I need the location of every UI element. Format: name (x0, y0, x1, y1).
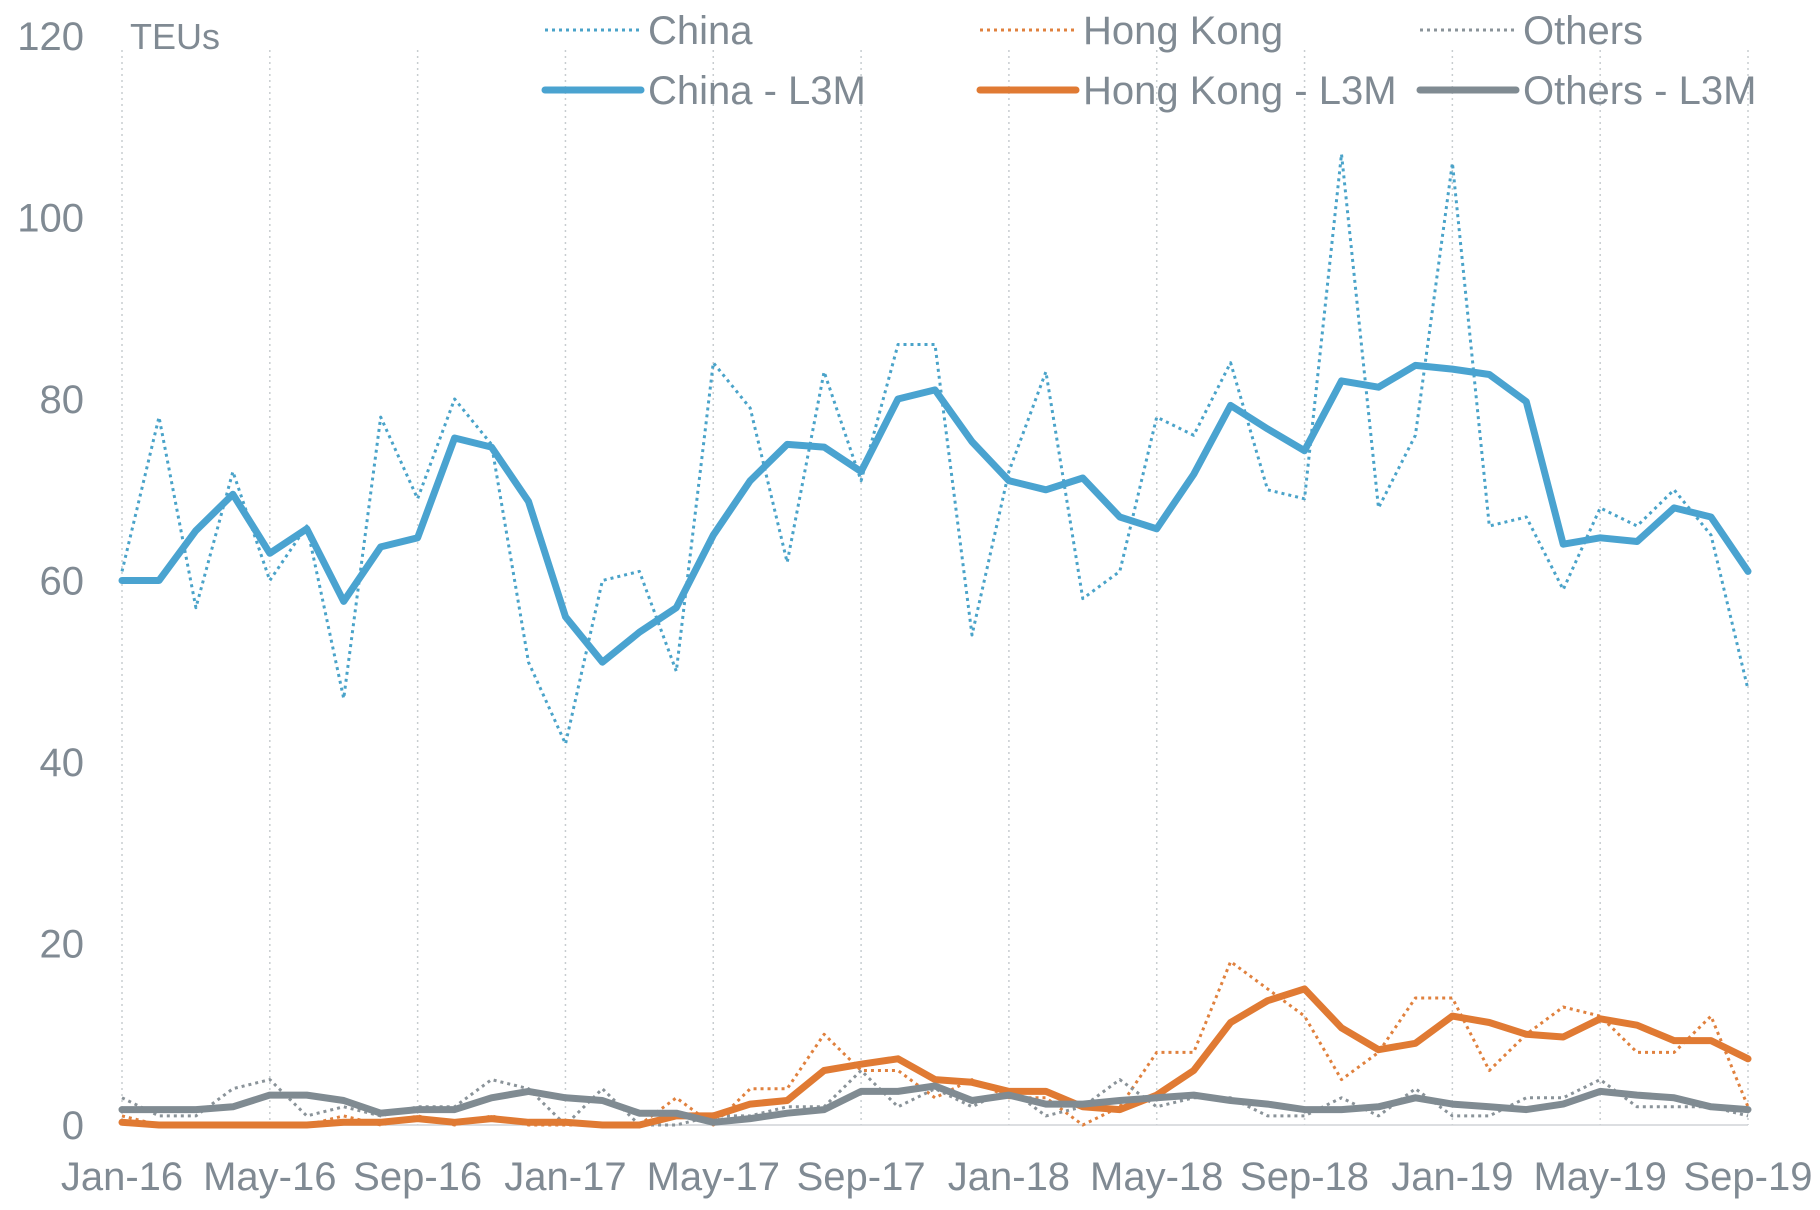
legend-item-others-l3m: Others - L3M (1416, 69, 1756, 113)
vertical-gridlines (121, 50, 1749, 1125)
x-tick-label-jan-18: Jan-18 (948, 1155, 1070, 1199)
y-tick-label-0: 0 (62, 1104, 84, 1148)
legend-label-china: China (648, 9, 753, 53)
x-tick-label-sep-16: Sep-16 (353, 1155, 482, 1199)
series-line-china-l3m (118, 361, 1752, 666)
series-line-others-l3m (118, 1082, 1752, 1126)
x-tick-label-jan-19: Jan-19 (1391, 1155, 1513, 1199)
x-tick-label-may-19: May-19 (1533, 1155, 1666, 1199)
y-tick-label-80: 80 (40, 378, 85, 422)
y-tick-label-40: 40 (40, 741, 85, 785)
legend-label-china-l3m: China - L3M (648, 69, 866, 113)
x-axis-ticks: Jan-16 May-16 Sep-16 Jan-17 May-17 Sep-17 Jan-… (61, 1155, 1813, 1199)
x-tick-label-may-16: May-16 (203, 1155, 336, 1199)
legend-label-others-l3m: Others - L3M (1523, 69, 1756, 113)
series-line-hong-kong (121, 960, 1750, 1127)
x-tick-label-may-17: May-17 (647, 1155, 780, 1199)
x-tick-label-sep-19: Sep-19 (1684, 1155, 1813, 1199)
x-tick-label-may-18: May-18 (1090, 1155, 1223, 1199)
legend-label-hong-kong-l3m: Hong Kong - L3M (1083, 69, 1397, 113)
series-line-china (120, 152, 1750, 746)
y-axis-ticks: 0 20 40 60 80 100 120 (17, 15, 84, 1148)
legend-item-hong-kong: Hong Kong (980, 9, 1283, 53)
legend: China Hong Kong Others China - L3M Hong Kong… (541, 9, 1756, 113)
series-lines (118, 152, 1752, 1129)
legend-item-others: Others (1420, 9, 1643, 53)
legend-item-china-l3m: China - L3M (541, 69, 866, 113)
x-tick-label-jan-17: Jan-17 (504, 1155, 626, 1199)
legend-item-china: China (545, 9, 753, 53)
y-tick-label-20: 20 (40, 923, 85, 967)
x-tick-label-jan-16: Jan-16 (61, 1155, 183, 1199)
x-tick-label-sep-18: Sep-18 (1240, 1155, 1369, 1199)
series-line-hong-kong-l3m (118, 985, 1752, 1129)
legend-label-hong-kong: Hong Kong (1083, 9, 1283, 53)
y-unit-label: TEUs (130, 16, 220, 57)
legend-item-hong-kong-l3m: Hong Kong - L3M (976, 69, 1397, 113)
x-tick-label-sep-17: Sep-17 (797, 1155, 926, 1199)
y-tick-label-100: 100 (17, 197, 84, 241)
legend-label-others: Others (1523, 9, 1643, 53)
y-tick-label-60: 60 (40, 560, 85, 604)
y-tick-label-120: 120 (17, 15, 84, 59)
